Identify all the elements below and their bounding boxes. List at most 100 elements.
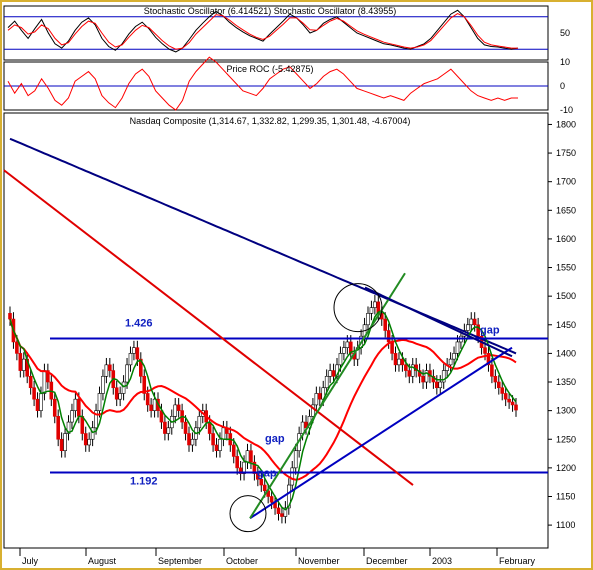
- candle-body-76: [269, 496, 274, 503]
- candle-body-86: [304, 421, 308, 429]
- candle-body-80: [283, 507, 288, 517]
- price-tick-label-9: 1550: [556, 263, 576, 273]
- top-circle: [333, 283, 383, 333]
- candle-body-11: [46, 370, 50, 383]
- price-tick-label-4: 1300: [556, 406, 576, 416]
- candle-body-124: [435, 381, 439, 389]
- x-tick-label-5: December: [366, 556, 408, 566]
- candle-body-29: [108, 364, 112, 371]
- candle-body-74: [262, 484, 267, 492]
- candle-body-125: [438, 381, 443, 389]
- candle-body-16: [63, 433, 67, 451]
- candle-body-38: [139, 358, 143, 377]
- price-tick-label-11: 1650: [556, 205, 576, 215]
- candle-body-4: [21, 358, 26, 371]
- red-downtrend-line: [3, 169, 414, 486]
- candle-body-120: [421, 375, 425, 383]
- level-low-label: 1.192: [130, 475, 158, 487]
- candle-body-28: [104, 364, 109, 377]
- candle-body-142: [496, 381, 501, 389]
- roc-tick-label-2: -10: [560, 105, 573, 115]
- candle-body-98: [345, 341, 350, 348]
- candle-body-25: [94, 410, 98, 429]
- candle-body-23: [87, 438, 91, 446]
- roc-tick-label-1: 0: [560, 81, 565, 91]
- candle-body-45: [163, 421, 167, 434]
- candle-body-6: [28, 375, 33, 389]
- candle-body-78: [276, 507, 281, 514]
- price-tick-label-1: 1150: [556, 491, 575, 501]
- candle-body-140: [490, 364, 494, 377]
- x-tick-label-4: November: [298, 556, 340, 566]
- ma-short-line: [9, 310, 517, 511]
- candle-body-115: [404, 364, 408, 371]
- price-tick-label-6: 1400: [556, 348, 576, 358]
- x-tick-label-3: October: [226, 556, 258, 566]
- candle-body-41: [149, 404, 153, 411]
- stochastic-series-line-1: [7, 13, 518, 50]
- candle-body-20: [77, 398, 81, 417]
- candle-body-138: [483, 347, 487, 354]
- candle-body-71: [252, 461, 257, 474]
- candle-body-94: [331, 370, 336, 377]
- price-tick-label-10: 1600: [556, 234, 576, 244]
- candle-body-42: [152, 398, 157, 411]
- candle-body-37: [135, 347, 140, 360]
- candle-body-129: [452, 353, 456, 360]
- candle-body-15: [59, 438, 64, 451]
- candle-body-72: [256, 473, 260, 480]
- candle-body-111: [390, 341, 394, 354]
- candle-body-52: [187, 433, 191, 446]
- stochastic-title: Stochastic Oscillator (6.414521) Stochas…: [144, 6, 397, 16]
- candle-body-130: [455, 341, 460, 354]
- candle-body-141: [493, 375, 498, 383]
- candle-body-35: [128, 353, 133, 366]
- candle-body-66: [235, 456, 239, 469]
- candle-body-90: [317, 393, 322, 400]
- candle-body-55: [197, 416, 202, 429]
- candle-body-53: [190, 438, 195, 446]
- candle-body-51: [183, 421, 188, 434]
- candle-body-139: [486, 353, 491, 366]
- x-tick-label-7: February: [499, 556, 536, 566]
- candle-body-109: [383, 318, 387, 331]
- candle-body-143: [500, 387, 505, 394]
- candle-body-14: [56, 416, 60, 440]
- price-tick-label-13: 1750: [556, 148, 576, 158]
- x-tick-label-2: September: [158, 556, 202, 566]
- candle-body-48: [173, 404, 178, 417]
- candle-body-79: [280, 513, 284, 517]
- candle-body-110: [386, 330, 391, 343]
- price-tick-label-5: 1350: [556, 377, 576, 387]
- candle-body-10: [42, 370, 47, 394]
- candle-body-146: [510, 401, 515, 406]
- candle-body-22: [83, 433, 88, 446]
- candle-body-144: [503, 393, 508, 400]
- green-uptrend-line: [249, 272, 406, 519]
- candle-body-117: [410, 364, 415, 377]
- candle-body-112: [393, 353, 398, 366]
- bottom-circle: [229, 495, 267, 533]
- candle-body-92: [324, 375, 329, 389]
- candle-body-27: [101, 375, 105, 394]
- level-high-label: 1.426: [125, 318, 153, 330]
- candle-body-136: [476, 324, 480, 337]
- ma-mid-line: [9, 318, 517, 481]
- candle-body-26: [97, 393, 102, 411]
- candle-body-106: [373, 301, 377, 308]
- candle-body-135: [472, 318, 477, 326]
- price-tick-label-3: 1250: [556, 434, 576, 444]
- candle-body-104: [366, 313, 370, 326]
- candle-body-113: [397, 358, 401, 366]
- candle-body-126: [441, 370, 446, 383]
- candle-body-19: [73, 398, 78, 411]
- candle-body-82: [290, 467, 295, 486]
- candle-body-89: [314, 393, 319, 406]
- candle-body-34: [125, 364, 129, 383]
- gap-label-1: gap: [257, 467, 277, 479]
- candle-body-36: [132, 347, 136, 354]
- candle-body-13: [52, 398, 57, 417]
- candle-body-2: [15, 341, 19, 354]
